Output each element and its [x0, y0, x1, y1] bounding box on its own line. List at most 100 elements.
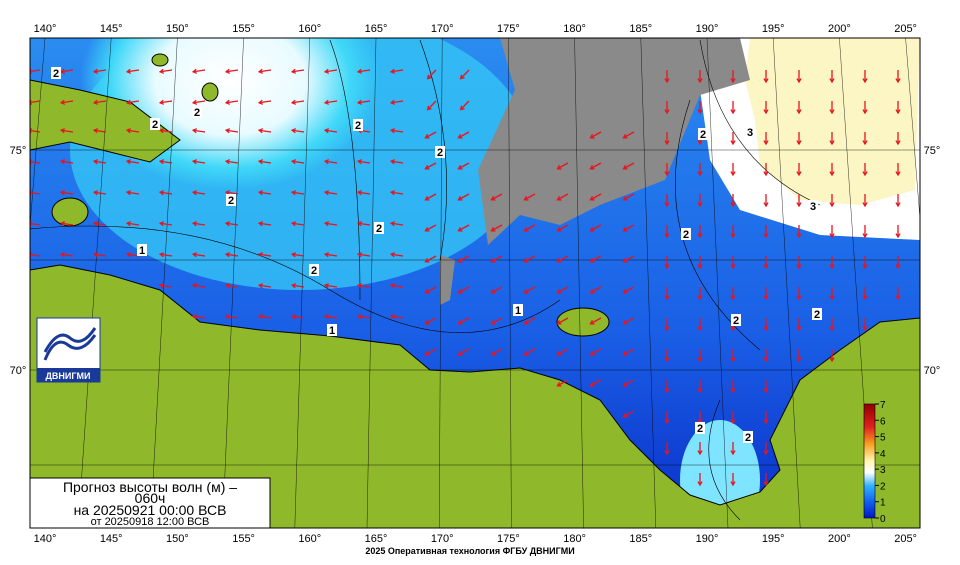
arrow [191, 283, 206, 289]
arrow-head [457, 257, 463, 263]
arrow-head [224, 99, 231, 105]
arrow [191, 159, 206, 165]
arrow-head [730, 109, 736, 115]
arrow-head [257, 159, 264, 165]
arrow [125, 128, 140, 134]
legend-lead: 060ч [135, 490, 166, 506]
arrow [424, 317, 437, 325]
arrow-shaft [590, 379, 602, 387]
arrow-head [556, 319, 562, 325]
arrow-head [862, 233, 868, 239]
arrow-head [59, 128, 66, 134]
arrow-head [224, 221, 231, 227]
arrow-shaft [491, 193, 503, 201]
arrow-head [664, 295, 670, 301]
arrow [622, 193, 635, 201]
arrow [730, 287, 736, 301]
arrow [730, 442, 736, 456]
arrow-head [59, 68, 66, 74]
arrow-head [697, 357, 703, 363]
arrow-shaft [193, 100, 206, 104]
arrow [426, 69, 437, 80]
arrow-shaft [623, 162, 635, 170]
arrow-head [763, 326, 769, 332]
arrow [556, 162, 569, 170]
arrow-shaft [358, 160, 371, 164]
arrow-shaft [325, 191, 338, 195]
longitude-label: 190° [696, 23, 719, 35]
arrow-shaft [491, 348, 503, 356]
arrow [224, 99, 239, 105]
arrow [290, 314, 305, 320]
arrow [191, 190, 206, 196]
arrow [796, 163, 802, 177]
longitude-label: 165° [365, 23, 388, 35]
arrow [730, 101, 736, 115]
arrow-head [763, 264, 769, 270]
arrow-head [796, 264, 802, 270]
longitude-label: 145° [100, 23, 123, 35]
arrow-head [424, 164, 430, 170]
arrow [158, 252, 173, 258]
arrow-head [457, 133, 463, 139]
arrow-head [389, 252, 396, 258]
arrow-shaft [460, 100, 470, 111]
contour-label-box [327, 324, 337, 336]
contour-label: 3 [810, 201, 816, 213]
arrow [290, 190, 305, 196]
arrow-head [664, 202, 670, 208]
arrow-head [763, 450, 769, 456]
arrow-head [224, 128, 231, 134]
arrow [257, 99, 272, 105]
arrow-head [290, 190, 297, 196]
arrow-shaft [391, 69, 404, 73]
land [151, 53, 169, 67]
arrow [730, 473, 736, 487]
arrow-shaft [259, 160, 272, 164]
ice [440, 38, 750, 305]
arrow-head [622, 350, 628, 356]
meridian [773, 38, 801, 528]
arrow-head [796, 109, 802, 115]
arrow-head [457, 226, 463, 232]
arrow [389, 68, 404, 74]
arrow [523, 317, 536, 325]
arrow-head [829, 326, 835, 332]
arrow [895, 101, 901, 115]
arrow [323, 190, 338, 196]
arrow [290, 68, 305, 74]
arrow-head [457, 319, 463, 325]
arrow-head [763, 419, 769, 425]
arrow-head [796, 78, 802, 84]
arrow-head [191, 221, 198, 227]
arrow [829, 132, 835, 146]
arrow [862, 163, 868, 177]
arrow [895, 163, 901, 177]
arrow [459, 69, 470, 80]
arrow-head [796, 357, 802, 363]
arrow-head [763, 171, 769, 177]
arrow-shaft [259, 315, 272, 319]
contour-label-box [435, 146, 445, 158]
colorbar-tick-label: 2 [880, 481, 886, 492]
arrow-head [59, 221, 66, 227]
arrow-shaft [491, 286, 503, 294]
arrow [556, 255, 569, 263]
meridian [78, 38, 112, 528]
arrow-shaft [391, 284, 404, 288]
arrow [158, 283, 173, 289]
arrow [763, 287, 769, 301]
arrow [730, 380, 736, 394]
arrow-head [191, 68, 198, 74]
arrow-head [323, 159, 330, 165]
arrow-shaft [226, 69, 239, 73]
arrow [290, 283, 305, 289]
arrow-shaft [160, 222, 173, 226]
arrow-head [895, 295, 901, 301]
arrow [589, 255, 602, 263]
meridian [222, 38, 244, 528]
arrow-shaft [160, 191, 173, 195]
arrow-shaft [325, 315, 338, 319]
arrow [697, 349, 703, 363]
contour-label-box [353, 119, 363, 131]
